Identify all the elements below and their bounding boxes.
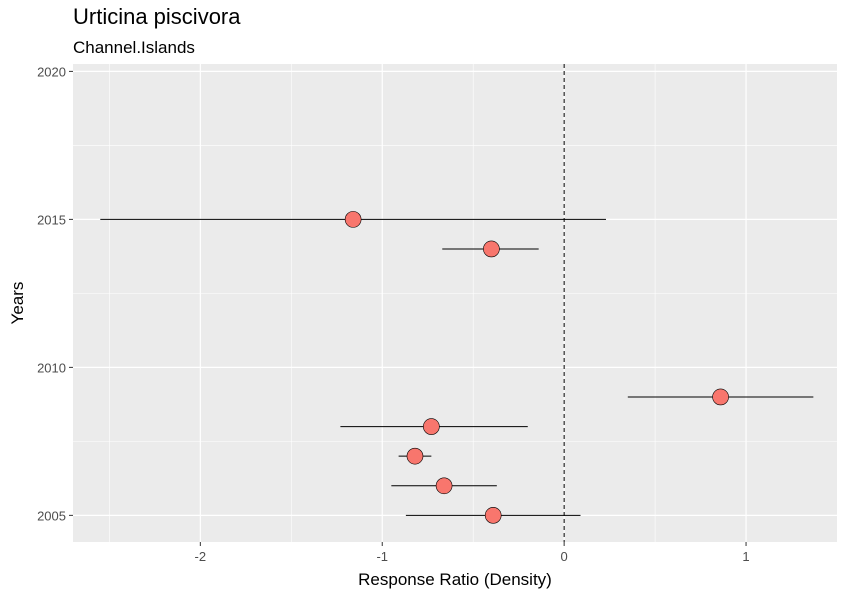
chart-subtitle: Channel.Islands	[73, 38, 195, 57]
data-point	[484, 507, 502, 524]
x-axis: -2 -1 0 1	[195, 542, 750, 564]
x-tick-label: 0	[561, 549, 568, 564]
data-point	[344, 211, 362, 228]
chart-title: Urticina piscivora	[73, 4, 241, 29]
x-axis-title: Response Ratio (Density)	[358, 570, 552, 589]
data-points	[344, 211, 729, 524]
y-axis-title: Years	[8, 282, 27, 325]
x-tick-label: -2	[195, 549, 207, 564]
y-tick-label: 2015	[37, 212, 66, 227]
plot-panel	[73, 64, 837, 542]
data-point	[423, 418, 440, 435]
y-tick-label: 2005	[37, 508, 66, 523]
y-axis: 2005 2010 2015 2020	[37, 64, 73, 523]
x-tick-label: 1	[742, 549, 749, 564]
y-tick-label: 2020	[37, 64, 66, 79]
data-point	[406, 447, 424, 465]
x-tick-label: -1	[376, 549, 388, 564]
y-tick-label: 2010	[37, 360, 66, 375]
data-point	[712, 388, 729, 406]
data-point	[435, 477, 453, 495]
data-point	[483, 240, 500, 258]
